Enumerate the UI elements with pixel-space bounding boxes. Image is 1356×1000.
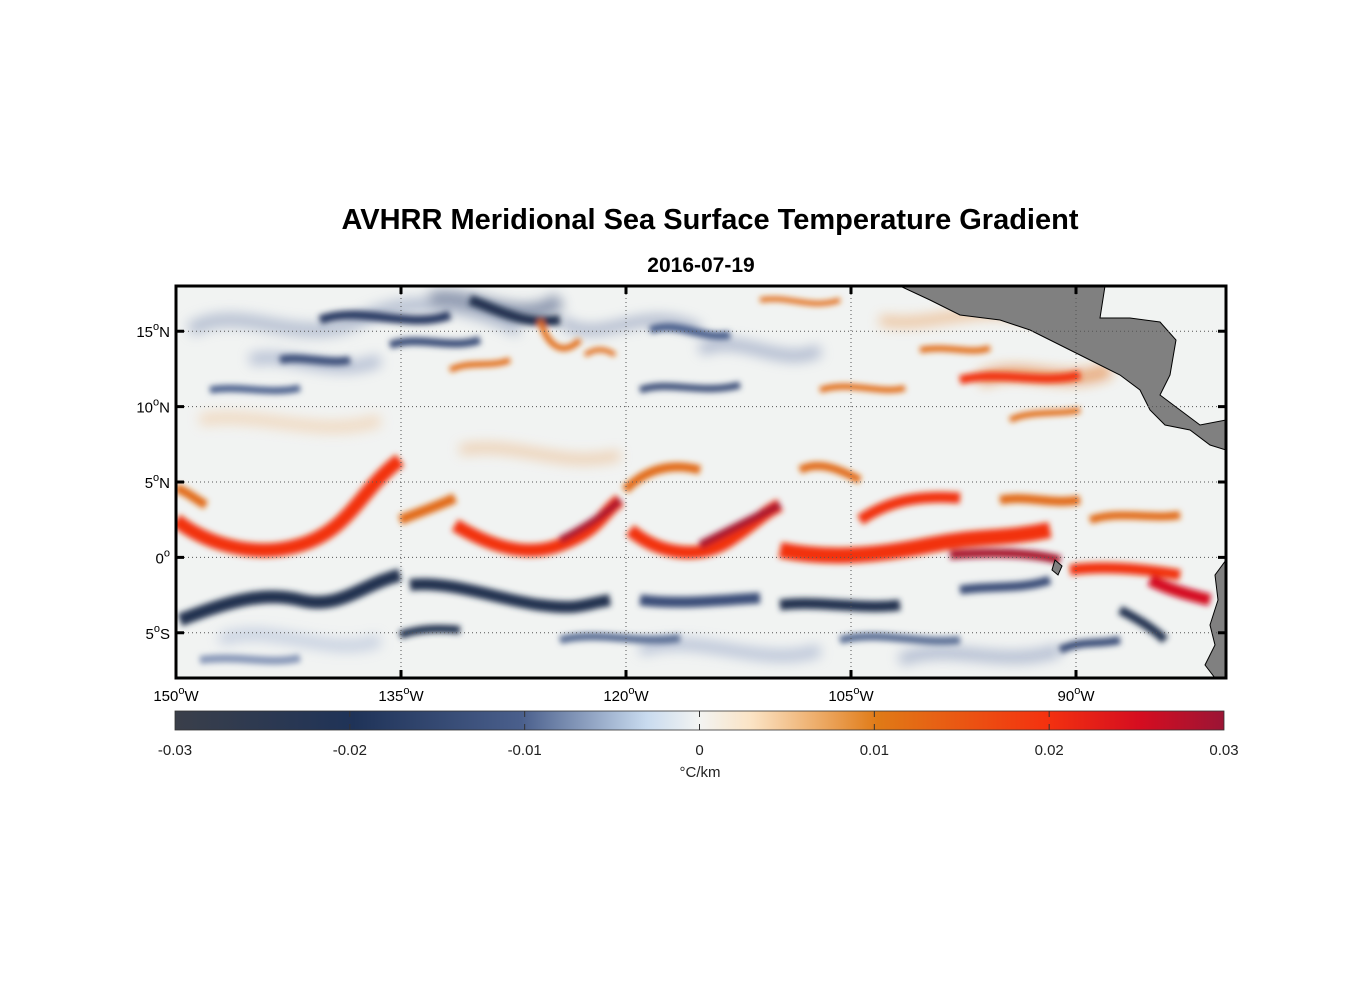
lat-tick-label: 10oN xyxy=(136,397,170,417)
lat-tick-label: 5oS xyxy=(146,623,170,643)
lon-tick-label: 105oW xyxy=(828,685,874,705)
colorbar-tick-label: -0.01 xyxy=(508,742,542,759)
lon-tick-label: 120oW xyxy=(603,685,649,705)
colorbar-tick-label: 0 xyxy=(695,742,703,759)
chart-title: AVHRR Meridional Sea Surface Temperature… xyxy=(341,204,1079,236)
colorbar-tick-label: 0.03 xyxy=(1209,742,1238,759)
lon-tick-label: 150oW xyxy=(153,685,199,705)
lat-tick-label: 15oN xyxy=(136,321,170,341)
colorbar-tick-label: -0.03 xyxy=(158,742,192,759)
lon-tick-label: 135oW xyxy=(378,685,424,705)
land-south-america xyxy=(1204,559,1226,678)
lon-tick-label: 90oW xyxy=(1058,685,1096,705)
chart-subtitle: 2016-07-19 xyxy=(647,254,755,277)
lat-tick-label: 5oN xyxy=(145,472,170,492)
lat-tick-label: 0o xyxy=(156,547,170,567)
colorbar-tick-label: -0.02 xyxy=(333,742,367,759)
land-galapagos xyxy=(1051,559,1063,576)
sst-gradient-field xyxy=(176,286,1226,678)
land-central-america xyxy=(899,286,1226,451)
colorbar-tick-label: 0.01 xyxy=(860,742,889,759)
colorbar-label: °C/km xyxy=(679,764,721,781)
colorbar-tick-label: 0.02 xyxy=(1035,742,1064,759)
